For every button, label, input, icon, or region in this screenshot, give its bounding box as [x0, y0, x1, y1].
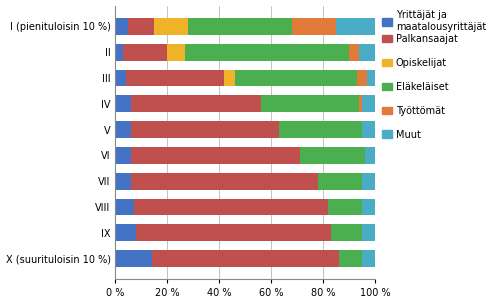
Bar [115, 121, 131, 138]
Bar [362, 224, 375, 241]
Bar [134, 199, 328, 215]
Bar [131, 121, 279, 138]
Bar [126, 70, 224, 86]
Bar [152, 250, 339, 267]
Bar [362, 199, 375, 215]
Bar [154, 18, 188, 35]
Bar [115, 173, 131, 190]
Bar [364, 147, 375, 164]
Bar [131, 173, 318, 190]
Bar [131, 95, 261, 112]
Bar [136, 224, 331, 241]
Bar [115, 44, 123, 60]
Bar [128, 18, 154, 35]
Bar [362, 121, 375, 138]
Bar [359, 44, 375, 60]
Legend: Yrittäjät ja
maatalousyrittäjät, Palkansaajat, , Opiskelijat, , Eläkeläiset, , T: Yrittäjät ja maatalousyrittäjät, Palkans… [383, 10, 486, 140]
Bar [328, 199, 362, 215]
Bar [123, 44, 167, 60]
Bar [235, 70, 357, 86]
Bar [300, 147, 364, 164]
Bar [224, 70, 235, 86]
Bar [115, 199, 134, 215]
Bar [115, 224, 136, 241]
Bar [279, 121, 362, 138]
Bar [339, 250, 362, 267]
Bar [292, 18, 336, 35]
Bar [188, 18, 292, 35]
Bar [167, 44, 185, 60]
Bar [359, 95, 362, 112]
Bar [362, 173, 375, 190]
Bar [331, 224, 362, 241]
Bar [115, 70, 126, 86]
Bar [357, 70, 367, 86]
Bar [318, 173, 362, 190]
Bar [115, 95, 131, 112]
Bar [367, 70, 375, 86]
Bar [336, 18, 375, 35]
Bar [131, 147, 300, 164]
Bar [261, 95, 359, 112]
Bar [185, 44, 349, 60]
Bar [362, 250, 375, 267]
Bar [362, 95, 375, 112]
Bar [115, 147, 131, 164]
Bar [349, 44, 359, 60]
Bar [115, 18, 128, 35]
Bar [115, 250, 152, 267]
